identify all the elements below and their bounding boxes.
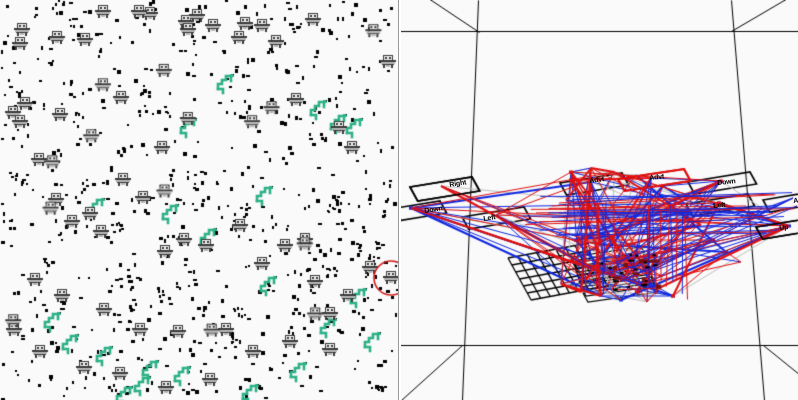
network-graph-panel[interactable]: Right Down Left Advt Advt Down Left Up Advt [401, 0, 798, 400]
panel-divider [398, 0, 401, 400]
layer-label-advt-8: Advt [793, 196, 798, 205]
layer-label-left-6: Left [713, 201, 726, 210]
layer-label-up-7: Up [779, 224, 789, 232]
world-map-canvas[interactable] [0, 0, 398, 400]
world-map-panel[interactable] [0, 0, 398, 400]
network-graph-canvas[interactable] [401, 0, 798, 400]
